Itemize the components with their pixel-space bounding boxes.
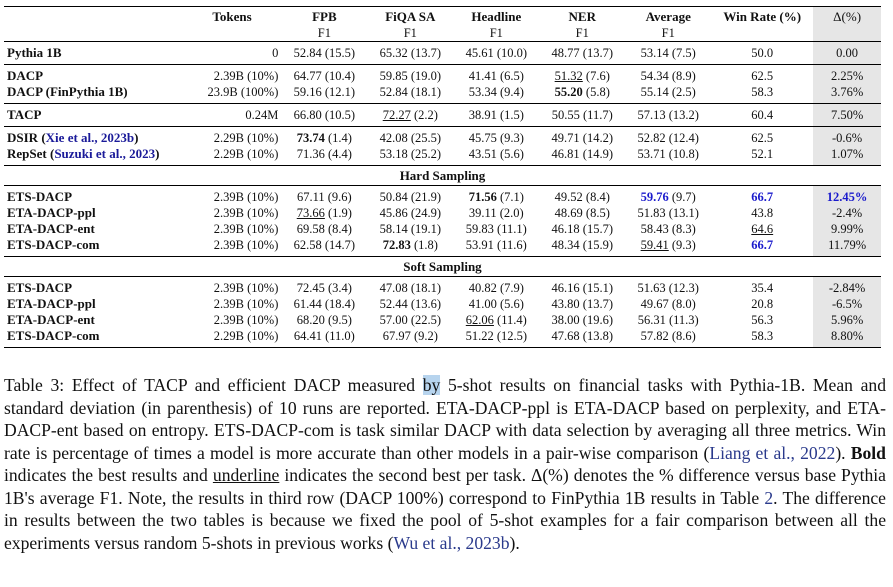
header-fpb: FPB	[312, 9, 337, 24]
text-selection[interactable]: by	[422, 375, 441, 395]
table-row: ETA-DACP-ppl 2.39B (10%) 73.66 (1.9) 45.…	[4, 205, 881, 221]
table-row: ETA-DACP-ent 2.39B (10%) 68.20 (9.5) 57.…	[4, 312, 881, 328]
table-row: ETA-DACP-ent 2.39B (10%) 69.58 (8.4) 58.…	[4, 221, 881, 237]
table-row: DACP 2.39B (10%) 64.77 (10.4) 59.85 (19.…	[4, 64, 881, 84]
table-row: DACP (FinPythia 1B) 23.9B (100%) 59.16 (…	[4, 84, 881, 104]
table-row: ETS-DACP 2.39B (10%) 72.45 (3.4) 47.08 (…	[4, 276, 881, 296]
table-top-rule	[4, 6, 881, 7]
header-ner: NER	[568, 9, 596, 24]
section-header: Soft Sampling	[4, 256, 881, 277]
table-row: DSIR (Xie et al., 2023b) 2.29B (10%) 73.…	[4, 126, 881, 146]
table-row: ETS-DACP-com 2.39B (10%) 62.58 (14.7) 72…	[4, 237, 881, 257]
header-win-rate: Win Rate (%)	[723, 9, 802, 24]
metric-headline: F1	[489, 26, 503, 40]
table-row: ETS-DACP-com 2.29B (10%) 64.41 (11.0) 67…	[4, 328, 881, 348]
table-row: RepSet (Suzuki et al., 2023) 2.29B (10%)…	[4, 146, 881, 166]
citation-link[interactable]: Xie et al., 2023b	[45, 130, 135, 145]
header-tokens: Tokens	[212, 9, 252, 24]
header-fiqa: FiQA SA	[385, 9, 436, 24]
metric-fpb: F1	[317, 26, 331, 40]
results-table: Tokens FPB FiQA SA Headline NER Average …	[4, 7, 881, 348]
table-caption: Table 3: Effect of TACP and efficient DA…	[4, 375, 887, 553]
header-average: Average	[645, 9, 691, 24]
header-delta: Δ(%)	[813, 7, 881, 26]
metric-fiqa: F1	[403, 26, 417, 40]
section-header: Hard Sampling	[4, 165, 881, 186]
table-row: Pythia 1B 0 52.84 (15.5) 65.32 (13.7) 45…	[4, 41, 881, 65]
table-ref-link[interactable]: 2	[764, 487, 774, 508]
citation-link[interactable]: Wu et al., 2023b	[393, 532, 510, 553]
header-model	[4, 7, 183, 26]
table-row: TACP 0.24M 66.80 (10.5) 72.27 (2.2) 38.9…	[4, 103, 881, 127]
table-row: ETA-DACP-ppl 2.39B (10%) 61.44 (18.4) 52…	[4, 296, 881, 312]
citation-link[interactable]: Suzuki et al., 2023	[54, 146, 156, 161]
metric-ner: F1	[575, 26, 589, 40]
metric-average: F1	[661, 26, 675, 40]
citation-link[interactable]: Liang et al., 2022	[709, 442, 836, 463]
header-headline: Headline	[471, 9, 522, 24]
table-row: ETS-DACP 2.39B (10%) 67.11 (9.6) 50.84 (…	[4, 185, 881, 205]
